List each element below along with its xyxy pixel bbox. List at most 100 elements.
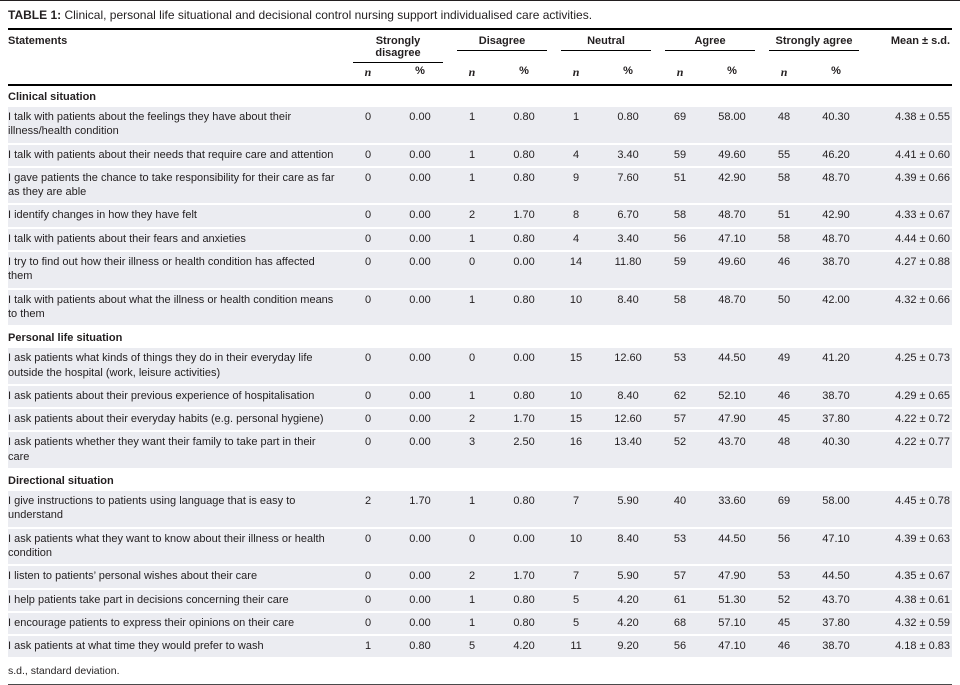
n-value-cell: 46 (762, 635, 807, 660)
pct-value-cell: 0.80 (494, 384, 555, 410)
mean-sd-cell: 4.32 ± 0.66 (866, 288, 953, 328)
statement-cell: I talk with patients about their needs t… (8, 143, 346, 168)
table-row: I try to find out how their illness or h… (8, 251, 953, 290)
n-value-cell: 5 (554, 611, 599, 637)
statement-cell: I ask patients at what time they would p… (8, 635, 346, 660)
n-value-cell: 61 (658, 588, 703, 613)
n-value-cell: 11 (554, 635, 599, 660)
n-value-cell: 2 (450, 204, 495, 229)
n-value-cell: 1 (450, 288, 495, 328)
mean-sd-cell: 4.18 ± 0.83 (866, 635, 953, 660)
pct-value-cell: 0.80 (494, 143, 555, 168)
n-value-cell: 2 (450, 408, 495, 433)
table-row: I give instructions to patients using la… (8, 491, 953, 529)
pct-value-cell: 0.00 (494, 251, 555, 290)
statement-cell: I listen to patients’ personal wishes ab… (8, 565, 346, 590)
pct-value-cell: 44.50 (702, 527, 763, 567)
n-value-cell: 0 (450, 527, 495, 567)
pct-value-cell: 44.50 (702, 348, 763, 386)
col-header-strongly-disagree: Strongly disagree (346, 30, 450, 63)
pct-value-cell: 0.00 (390, 166, 451, 206)
mean-sd-cell: 4.32 ± 0.59 (866, 611, 953, 637)
mean-sd-cell: 4.33 ± 0.67 (866, 204, 953, 229)
n-value-cell: 4 (554, 227, 599, 253)
table-row: I gave patients the chance to take respo… (8, 166, 953, 206)
pct-value-cell: 40.30 (806, 107, 867, 145)
n-value-cell: 5 (450, 635, 495, 660)
n-value-cell: 1 (450, 384, 495, 410)
n-value-cell: 15 (554, 348, 599, 386)
table-row: I identify changes in how they have felt… (8, 204, 953, 229)
table-caption-text: Clinical, personal life situational and … (61, 8, 593, 22)
n-value-cell: 1 (450, 588, 495, 613)
n-value-cell: 7 (554, 565, 599, 590)
subheader-n: n (572, 65, 580, 79)
pct-value-cell: 1.70 (494, 565, 555, 590)
pct-value-cell: 48.70 (702, 288, 763, 328)
n-value-cell: 1 (450, 107, 495, 145)
section-header-row: Clinical situation (8, 85, 953, 107)
n-value-cell: 58 (762, 166, 807, 206)
pct-value-cell: 0.00 (390, 431, 451, 471)
table-row: I ask patients what they want to know ab… (8, 527, 953, 567)
n-value-cell: 0 (450, 348, 495, 386)
group-label: Strongly agree (769, 35, 860, 51)
n-value-cell: 50 (762, 288, 807, 328)
pct-value-cell: 0.80 (494, 491, 555, 529)
pct-value-cell: 49.60 (702, 143, 763, 168)
pct-value-cell: 0.00 (494, 348, 555, 386)
n-value-cell: 49 (762, 348, 807, 386)
pct-value-cell: 3.40 (598, 227, 659, 253)
pct-value-cell: 8.40 (598, 288, 659, 328)
n-value-cell: 0 (346, 611, 390, 637)
pct-value-cell: 51.30 (702, 588, 763, 613)
subheader-pct: % (519, 65, 529, 77)
n-value-cell: 59 (658, 143, 703, 168)
pct-value-cell: 4.20 (494, 635, 555, 660)
table-caption: TABLE 1: Clinical, personal life situati… (8, 3, 952, 30)
subheader-pct: % (831, 65, 841, 77)
n-value-cell: 2 (346, 491, 390, 529)
pct-value-cell: 46.20 (806, 143, 867, 168)
n-value-cell: 53 (658, 527, 703, 567)
col-header-neutral: Neutral (554, 30, 658, 63)
pct-value-cell: 47.90 (702, 565, 763, 590)
col-header-agree: Agree (658, 30, 762, 63)
n-value-cell: 16 (554, 431, 599, 471)
pct-value-cell: 0.00 (494, 527, 555, 567)
n-value-cell: 5 (554, 588, 599, 613)
pct-value-cell: 0.00 (390, 611, 451, 637)
n-value-cell: 3 (450, 431, 495, 471)
pct-value-cell: 44.50 (806, 565, 867, 590)
statement-cell: I try to find out how their illness or h… (8, 251, 346, 290)
n-value-cell: 69 (762, 491, 807, 529)
col-header-mean-sd: Mean ± s.d. (890, 35, 951, 47)
pct-value-cell: 1.70 (494, 204, 555, 229)
mean-sd-cell: 4.38 ± 0.55 (866, 107, 953, 145)
n-value-cell: 48 (762, 107, 807, 145)
section-title: Personal life situation (8, 326, 953, 349)
pct-value-cell: 0.00 (390, 527, 451, 567)
n-value-cell: 1 (554, 107, 599, 145)
pct-value-cell: 2.50 (494, 431, 555, 471)
statement-cell: I help patients take part in decisions c… (8, 588, 346, 613)
pct-value-cell: 52.10 (702, 384, 763, 410)
table-row: I talk with patients about the feelings … (8, 107, 953, 145)
pct-value-cell: 0.80 (494, 288, 555, 328)
n-value-cell: 15 (554, 408, 599, 433)
n-value-cell: 1 (450, 611, 495, 637)
pct-value-cell: 8.40 (598, 527, 659, 567)
n-value-cell: 14 (554, 251, 599, 290)
table-footnote: s.d., standard deviation. (8, 659, 952, 685)
mean-sd-cell: 4.39 ± 0.63 (866, 527, 953, 567)
n-value-cell: 1 (450, 143, 495, 168)
n-value-cell: 48 (762, 431, 807, 471)
n-value-cell: 0 (346, 288, 390, 328)
group-label: Disagree (457, 35, 548, 51)
group-label: Strongly disagree (353, 35, 444, 63)
statement-cell: I give instructions to patients using la… (8, 491, 346, 529)
pct-value-cell: 0.00 (390, 408, 451, 433)
pct-value-cell: 0.80 (494, 611, 555, 637)
pct-value-cell: 0.80 (598, 107, 659, 145)
n-value-cell: 51 (658, 166, 703, 206)
